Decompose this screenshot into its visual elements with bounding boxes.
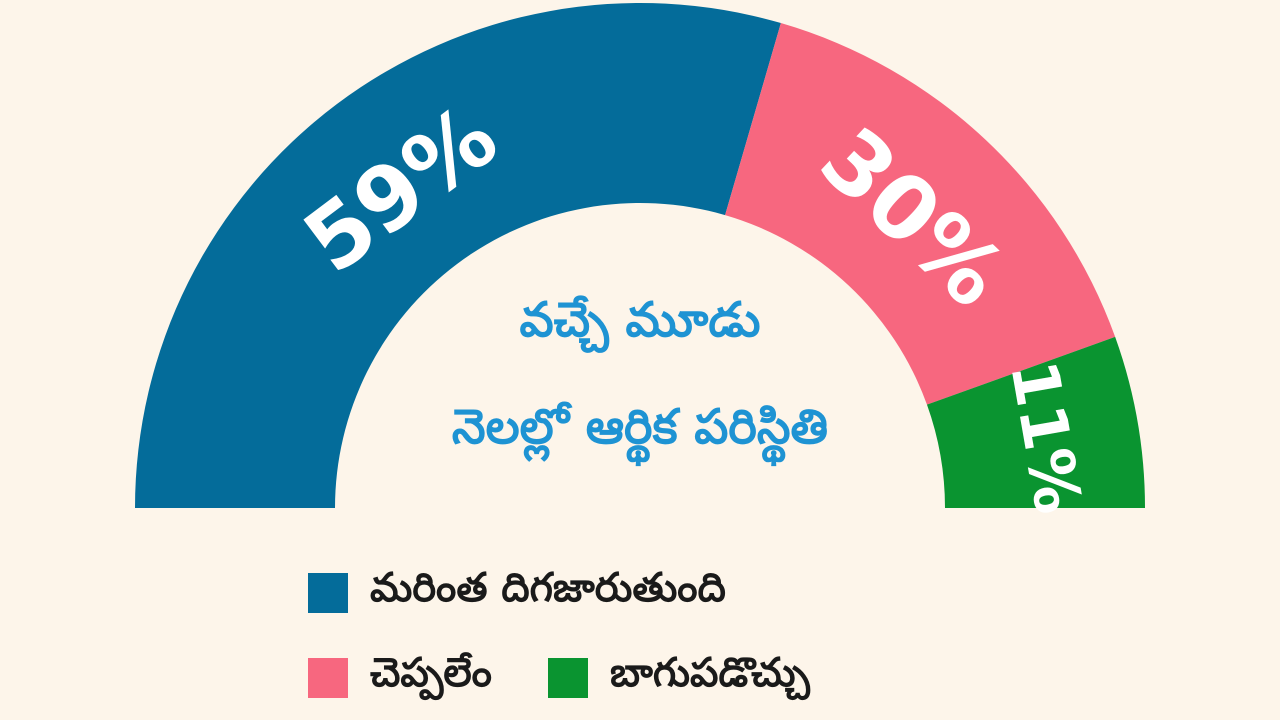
slice-3: [926, 336, 1145, 508]
legend-label: చెప్పలేం: [370, 650, 492, 696]
legend-swatch: [547, 658, 588, 698]
slice-group: [135, 3, 1145, 509]
legend-swatch: [308, 658, 348, 698]
chart-title-line-1: వచ్చే మూడు: [520, 292, 761, 353]
slice-2: [725, 23, 1116, 405]
legend-swatch: [308, 573, 348, 613]
chart-title-line-2: నెలల్లో ఆర్థిక పరిస్థితి: [452, 399, 828, 467]
legend-item-worsen: మరింత దిగజారుతుంది: [308, 565, 726, 621]
legend-item-improve: బాగుపడొచ్చు: [547, 650, 810, 706]
legend-row: చెప్పలేం బాగుపడొచ్చు: [308, 650, 866, 706]
legend-label: బాగుపడొచ్చు: [609, 650, 810, 696]
legend-row: మరింత దిగజారుతుంది: [308, 565, 782, 621]
legend-label: మరింత దిగజారుతుంది: [370, 565, 726, 611]
slice-1: [135, 3, 781, 509]
legend-item-cant-say: చెప్పలేం: [308, 650, 492, 706]
